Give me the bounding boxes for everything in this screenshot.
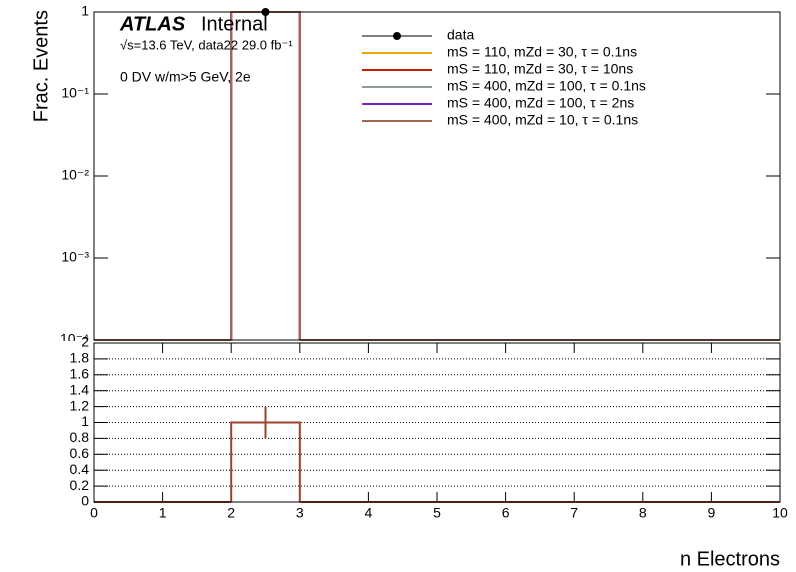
x-tick-label: 0 <box>90 505 98 521</box>
legend-label: mS = 400, mZd = 100, τ = 2ns <box>447 95 634 111</box>
y-tick-label: 2 <box>81 334 89 350</box>
legend-label: data <box>447 27 474 43</box>
y-tick-label: 10⁻¹ <box>61 85 89 101</box>
y-tick-label: 1.8 <box>70 350 90 366</box>
legend-label: mS = 110, mZd = 30, τ = 10ns <box>447 61 633 77</box>
status-label: Internal <box>201 13 268 35</box>
legend-label: mS = 110, mZd = 30, τ = 0.1ns <box>447 44 637 60</box>
x-tick-label: 6 <box>502 505 510 521</box>
plot-frame <box>93 11 781 341</box>
x-tick-label: 10 <box>772 505 788 521</box>
y-tick-label: 0 <box>81 493 89 509</box>
y-tick-label: 1.6 <box>70 366 90 382</box>
legend-marker <box>393 32 401 40</box>
y-tick-label: 10⁻³ <box>61 249 89 265</box>
y-tick-label: 0.4 <box>70 461 90 477</box>
x-tick-label: 4 <box>365 505 373 521</box>
x-tick-label: 7 <box>570 505 578 521</box>
energy-label: √s=13.6 TeV, data22 29.0 fb⁻¹ <box>120 37 293 52</box>
legend-label: mS = 400, mZd = 100, τ = 0.1ns <box>447 78 646 94</box>
legend-label: mS = 400, mZd = 10, τ = 0.1ns <box>447 112 638 128</box>
x-tick-label: 9 <box>708 505 716 521</box>
x-tick-label: 3 <box>296 505 304 521</box>
x-axis-title: n Electrons <box>680 548 780 570</box>
panel-background <box>0 0 796 341</box>
y-tick-label: 1 <box>81 3 89 19</box>
x-tick-label: 8 <box>639 505 647 521</box>
y-tick-label: 0.8 <box>70 429 90 445</box>
plot-frame <box>93 342 781 503</box>
y-tick-label: 1 <box>81 413 89 429</box>
y-axis-title: Frac. Events <box>30 10 52 122</box>
y-tick-label: 1.2 <box>70 397 90 413</box>
panel-background <box>0 341 796 572</box>
selection-label: 0 DV w/m>5 GeV, 2e <box>120 69 251 85</box>
atlas-label: ATLAS <box>119 13 186 35</box>
y-tick-label: 0.2 <box>70 477 90 493</box>
y-tick-label: 1.4 <box>70 381 90 397</box>
x-tick-label: 5 <box>433 505 441 521</box>
y-tick-label: 0.6 <box>70 445 90 461</box>
x-tick-label: 1 <box>159 505 167 521</box>
x-tick-label: 2 <box>227 505 235 521</box>
y-tick-label: 10⁻² <box>61 167 89 183</box>
